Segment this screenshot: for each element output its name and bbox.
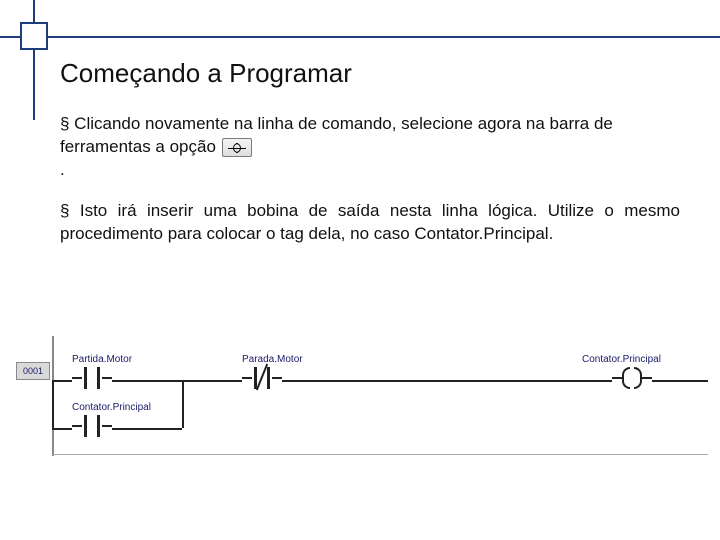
header-corner-box	[20, 22, 48, 50]
paragraph-1-suffix: .	[60, 160, 65, 179]
contact-contator-principal: Contator.Principal	[72, 402, 151, 437]
output-coil-icon	[222, 138, 252, 157]
header-rule	[0, 36, 720, 38]
contact-label: Parada.Motor	[242, 354, 303, 365]
no-contact-icon	[72, 415, 112, 437]
rung-row-1: Partida.Motor Parada.Motor Contator.Prin…	[52, 354, 708, 402]
rung-row-2: Contator.Principal	[52, 402, 708, 450]
wire	[52, 428, 72, 430]
contact-partida-motor: Partida.Motor	[72, 354, 132, 389]
coil-label: Contator.Principal	[582, 354, 661, 365]
paragraph-1-text: § Clicando novamente na linha de comando…	[60, 114, 613, 156]
ladder-bottom-rule	[52, 454, 708, 455]
no-contact-icon	[72, 367, 112, 389]
rung-number: 0001	[16, 362, 50, 380]
paragraph-1: § Clicando novamente na linha de comando…	[60, 113, 680, 182]
coil-contator-principal: Contator.Principal	[612, 354, 661, 389]
paragraph-2: § Isto irá inserir uma bobina de saída n…	[60, 200, 680, 246]
nc-contact-icon	[242, 367, 282, 389]
slide-title: Começando a Programar	[60, 58, 680, 89]
contact-label: Contator.Principal	[72, 402, 151, 413]
slide-content: Começando a Programar § Clicando novamen…	[60, 58, 680, 264]
wire	[282, 380, 612, 382]
output-coil-icon	[612, 367, 652, 389]
ladder-diagram: 0001 Partida.Motor Parada.Motor Contator…	[16, 336, 708, 456]
contact-label: Partida.Motor	[72, 354, 132, 365]
header-vertical-rule	[33, 0, 35, 120]
contact-parada-motor: Parada.Motor	[242, 354, 303, 389]
wire	[52, 380, 72, 382]
